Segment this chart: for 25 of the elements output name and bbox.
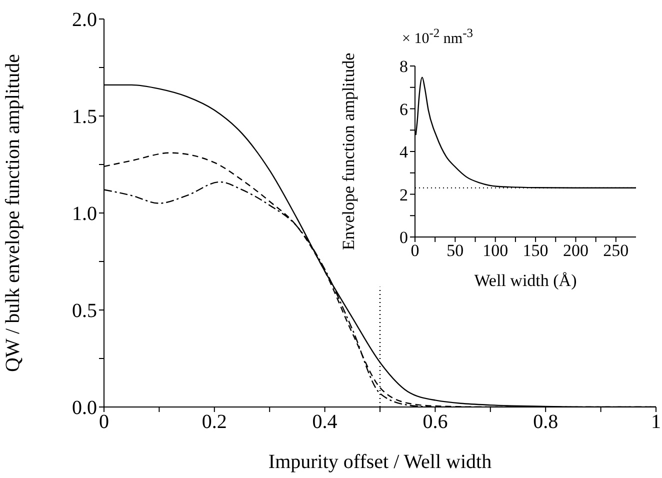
y-tick-label: 0.5 xyxy=(72,300,97,322)
y-tick-label: 1.0 xyxy=(72,203,97,226)
y-tick-label: 8 xyxy=(400,57,408,76)
x-tick-label: 0.8 xyxy=(533,411,558,434)
y-axis-title: Envelope function amplitude xyxy=(339,52,358,250)
x-tick-label: 50 xyxy=(446,241,464,260)
x-tick-label: 0.2 xyxy=(202,411,227,434)
y-tick-label: 2 xyxy=(400,185,408,204)
x-tick-label: 150 xyxy=(522,241,548,260)
y-tick-label: 0 xyxy=(400,228,408,248)
y-tick-label: 4 xyxy=(400,142,408,162)
x-axis-title: Impurity offset / Well width xyxy=(268,451,492,473)
y-axis-title: QW / bulk envelope function amplitude xyxy=(2,54,24,372)
x-axis-title: Well width (Å) xyxy=(474,271,577,290)
x-tick-label: 1 xyxy=(651,411,661,434)
annotation: × 10$^{-2}$ nm$^{-3}$ xyxy=(402,26,473,48)
y-tick-label: 0.0 xyxy=(72,397,97,420)
y-tick-label: 2.0 xyxy=(72,9,97,32)
x-tick-label: 0.6 xyxy=(422,411,448,434)
x-tick-label: 200 xyxy=(562,241,588,260)
y-tick-label: 6 xyxy=(400,100,408,119)
y-tick-label: 1.5 xyxy=(72,106,97,128)
x-tick-label: 100 xyxy=(482,241,508,260)
x-tick-label: 250 xyxy=(603,241,629,260)
x-tick-label: 0.4 xyxy=(312,411,338,434)
